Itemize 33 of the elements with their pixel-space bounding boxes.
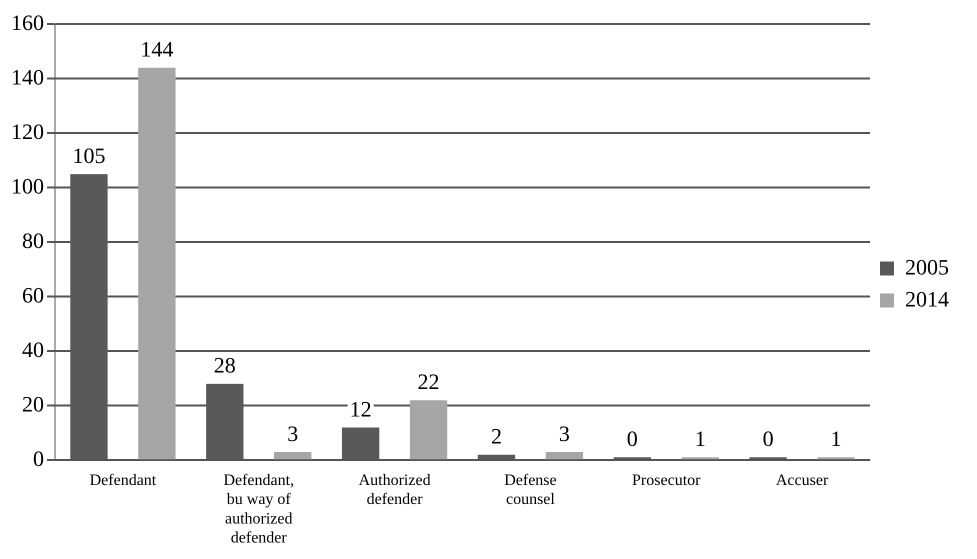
x-tick-label: Prosecutor [632,472,702,490]
data-label: 1 [830,426,842,451]
bar [138,68,176,460]
bar [546,452,584,460]
data-label: 22 [418,369,440,394]
y-tick-label: 40 [22,336,44,362]
data-label: 0 [626,426,638,451]
legend-label: 2005 [905,254,949,280]
x-tick-label: Accuser [776,472,829,490]
data-label: 144 [140,36,174,62]
data-label: 12 [350,396,372,422]
data-label: 1 [694,426,706,451]
y-tick-label: 0 [33,446,44,471]
x-tick-label: Defendant [90,472,157,490]
bar [274,452,312,460]
legend-label: 2014 [905,286,949,312]
x-tick-label: Authorized defender [358,472,431,508]
x-tick-label: Defendant, bu way of authorized defender [223,472,294,547]
y-tick-label: 80 [22,228,44,253]
data-label: 0 [762,426,774,451]
data-label: 2 [490,424,502,449]
data-label: 3 [287,420,298,446]
y-tick-label: 160 [11,10,44,35]
y-tick-label: 60 [22,282,44,308]
y-tick-label: 140 [11,64,44,90]
data-label: 3 [558,420,570,446]
x-tick-label: Defense counsel [504,472,557,508]
data-label: 28 [214,352,236,378]
data-label: 105 [72,142,106,168]
y-tick-label: 100 [11,173,44,198]
bar [410,400,448,460]
y-tick-label: 120 [11,118,44,144]
y-tick-label: 20 [22,391,44,416]
